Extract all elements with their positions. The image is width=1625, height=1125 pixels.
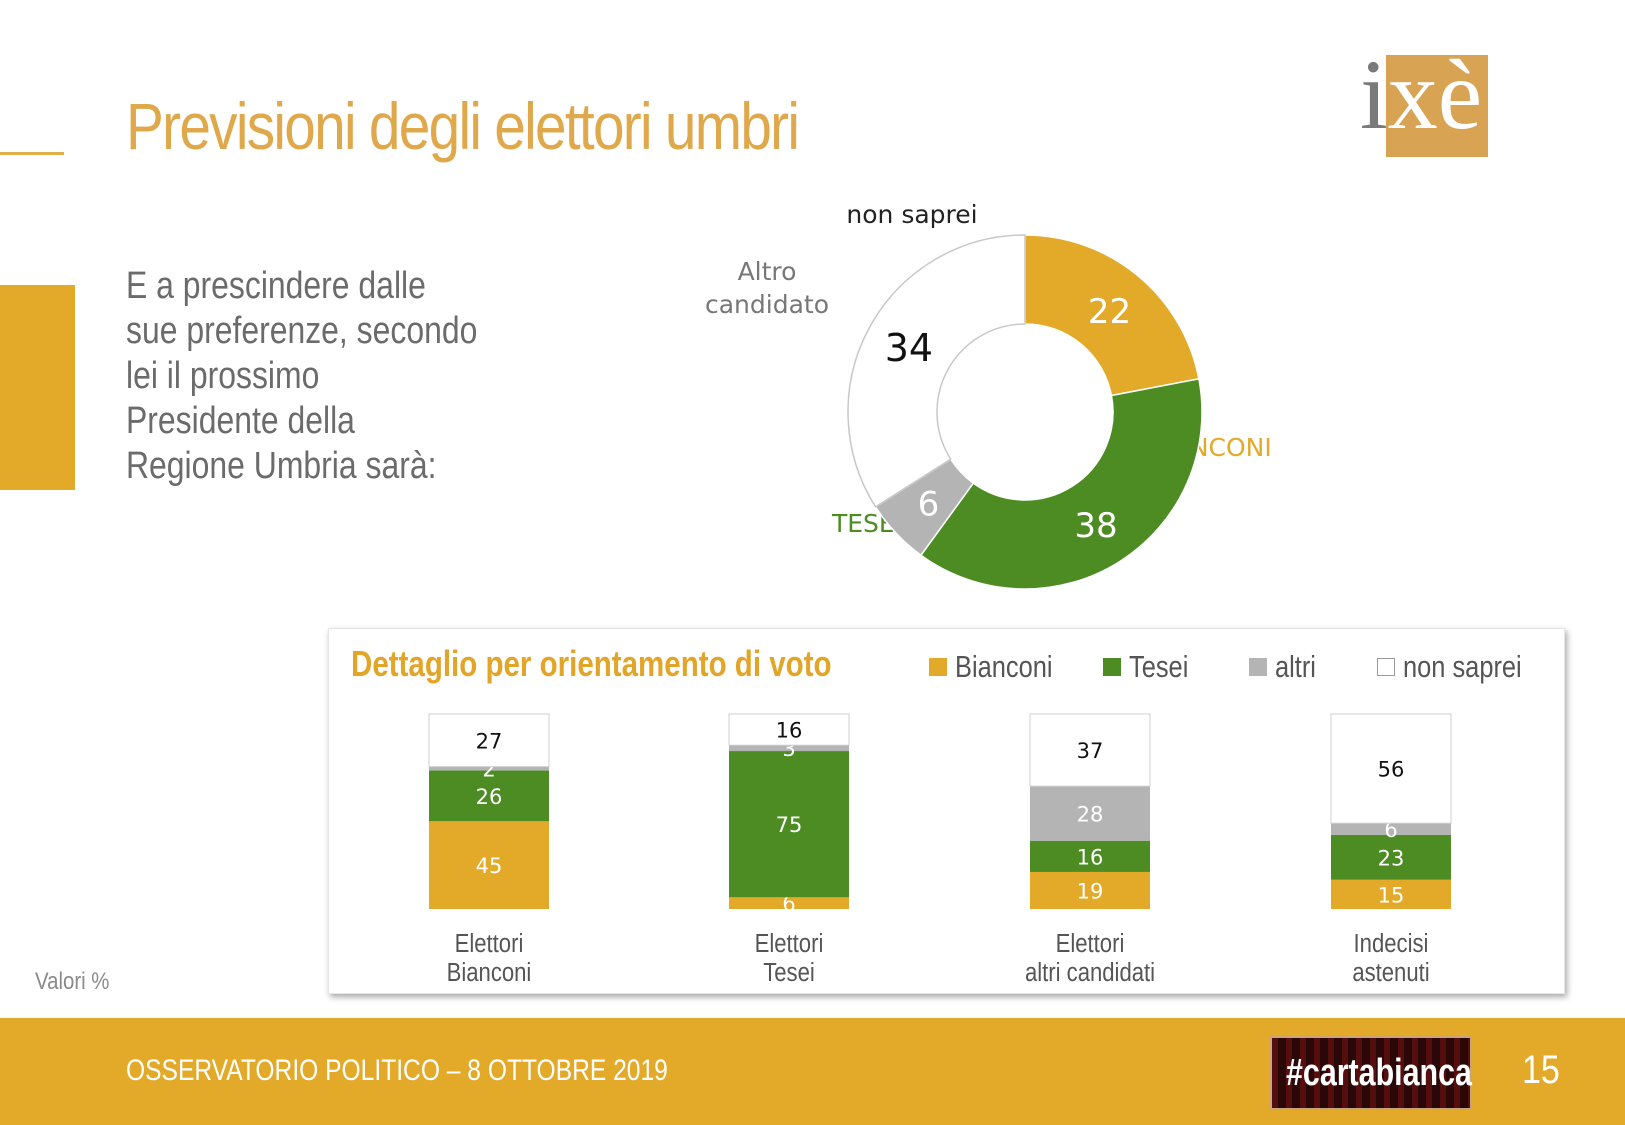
bar-segment: [1030, 786, 1150, 841]
bar-value-label: 75: [776, 813, 803, 837]
footer-bar: OSSERVATORIO POLITICO – 8 OTTOBRE 2019 #…: [0, 1018, 1625, 1125]
donut-value-label: 38: [1074, 506, 1117, 546]
bar-segment: [429, 821, 549, 909]
question-text: E a prescindere dalle sue preferenze, se…: [126, 265, 478, 487]
legend-label: Tesei: [1129, 649, 1189, 684]
bar-value-label: 28: [1077, 802, 1104, 826]
bar-value-label: 6: [1384, 818, 1397, 842]
bar-segment: [1029, 713, 1151, 787]
bar-segment: [728, 713, 850, 746]
side-accent-block: [0, 285, 75, 490]
ixe-logo: ixè: [1360, 45, 1490, 160]
donut-value-label: 6: [918, 485, 940, 525]
bar-segment: [1330, 713, 1452, 824]
bar-segment: [1331, 834, 1451, 880]
category-label: Elettori altri candidati: [1025, 929, 1155, 987]
values-note: Valori %: [35, 968, 110, 995]
donut-slice-3: [847, 234, 1026, 508]
category-label: Elettori Tesei: [755, 929, 824, 987]
bar-value-label: 16: [776, 719, 803, 743]
donut-name-label: Altro candidato: [705, 257, 829, 319]
donut-slice-1: [919, 377, 1203, 590]
badge-text: #cartabianca: [1286, 1052, 1472, 1094]
legend-label: Bianconi: [955, 649, 1053, 684]
legend-item-bianconi: Bianconi: [929, 649, 1074, 685]
donut-value-label: 34: [885, 326, 933, 370]
legend-label: altri: [1275, 649, 1316, 684]
ixe-logo-text: ixè: [1360, 39, 1483, 150]
bar-value-label: 6: [782, 892, 795, 916]
detail-panel: Dettaglio per orientamento di voto Bianc…: [328, 628, 1565, 994]
donut-value-label: 22: [1088, 292, 1131, 332]
bar-segment: [729, 897, 849, 909]
bar-segment: [1030, 840, 1150, 872]
donut-name-label: non saprei: [846, 200, 977, 229]
bar-segment: [729, 751, 849, 898]
footer-text: OSSERVATORIO POLITICO – 8 OTTOBRE 2019: [126, 1054, 668, 1087]
page-title: Previsioni degli elettori umbri: [126, 89, 800, 163]
bar-segment: [1331, 823, 1451, 835]
category-label: Elettori Bianconi: [447, 929, 532, 987]
bar-value-label: 16: [1077, 845, 1104, 869]
bar-segment: [1030, 871, 1150, 909]
title-accent-line: [0, 152, 64, 155]
legend-item-non-saprei: non saprei: [1377, 649, 1548, 685]
legend-label: non saprei: [1403, 649, 1522, 684]
bar-value-label: 15: [1378, 883, 1405, 907]
page-number: 15: [1522, 1048, 1560, 1092]
donut-slice-0: [1024, 234, 1200, 397]
legend-item-altri: altri: [1249, 649, 1325, 685]
bar-value-label: 56: [1378, 758, 1405, 782]
bar-value-label: 23: [1378, 846, 1405, 870]
bar-value-label: 27: [476, 729, 503, 753]
bar-segment: [1331, 879, 1451, 909]
cartabianca-badge: #cartabianca: [1270, 1036, 1472, 1110]
bar-value-label: 26: [476, 785, 503, 809]
detail-chart-title: Dettaglio per orientamento di voto: [351, 643, 832, 684]
legend-item-tesei: Tesei: [1103, 649, 1201, 685]
bar-segment: [729, 745, 849, 752]
bar-segment: [429, 770, 549, 822]
bar-value-label: 19: [1077, 879, 1104, 903]
category-label: Indecisi astenuti: [1352, 929, 1429, 987]
bar-segment: [429, 766, 549, 771]
bar-segment: [428, 713, 550, 768]
bar-value-label: 45: [476, 854, 503, 878]
bar-value-label: 37: [1077, 739, 1104, 763]
